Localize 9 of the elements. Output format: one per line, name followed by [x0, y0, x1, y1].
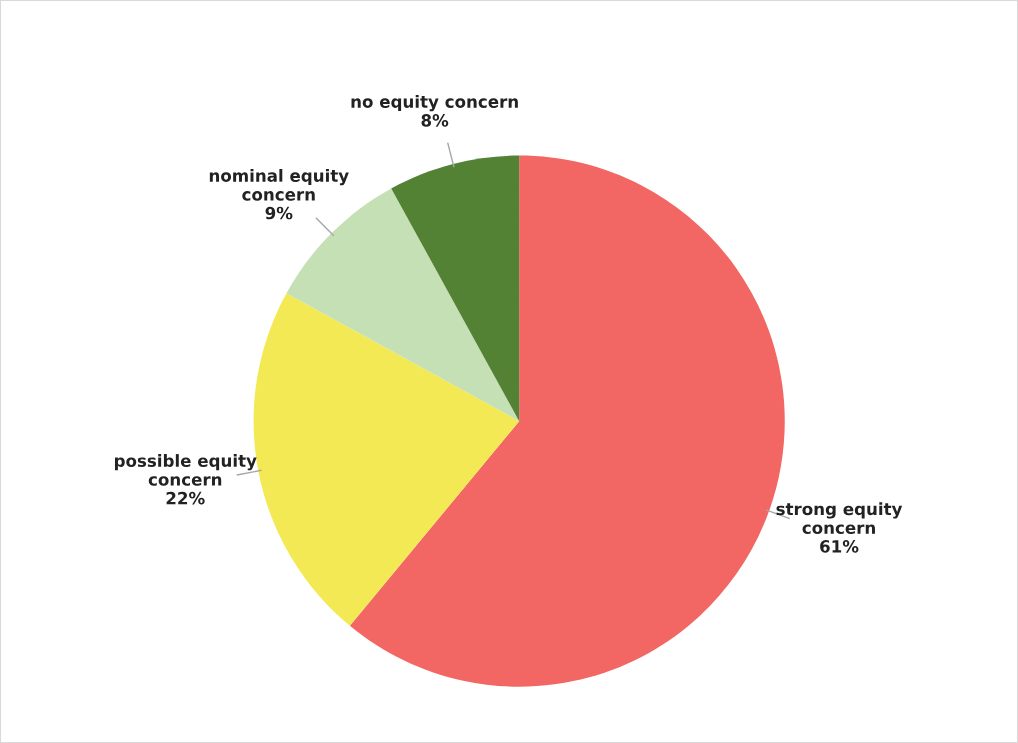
pie-slice — [391, 155, 520, 422]
data-label: 61% — [820, 540, 859, 553]
data-label: 9% — [265, 206, 293, 220]
slice-label: possible equity concern — [114, 454, 257, 486]
slice-label: strong equity concern — [776, 502, 903, 534]
slice-label: no equity concern — [351, 94, 518, 112]
data-label: 22% — [166, 491, 205, 505]
slice-label: nominal equity concern — [209, 168, 349, 201]
data-label: 8% — [421, 114, 449, 127]
